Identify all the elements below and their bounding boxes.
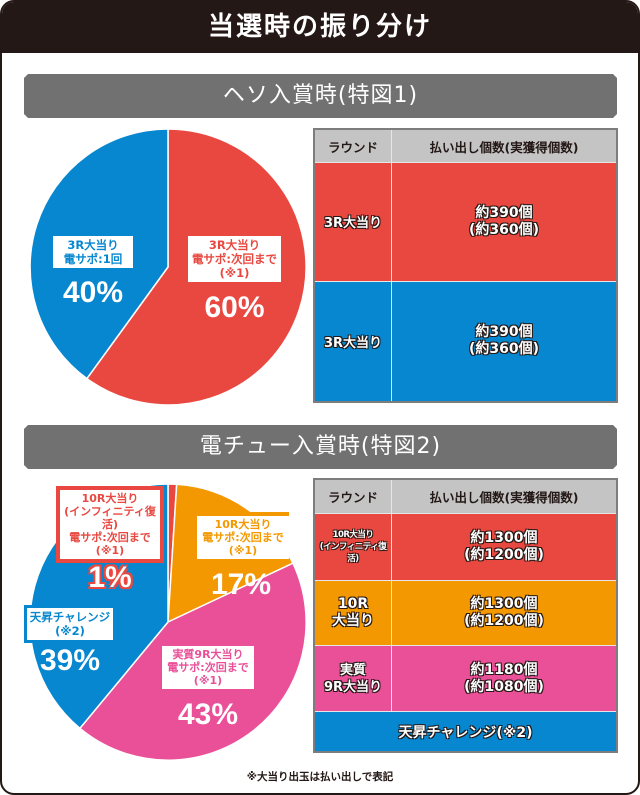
table-row: 実質 9R大当り 約1180個 (約1080個) <box>313 644 618 713</box>
section-heading-denchu: 電チュー入賞時(特図2) <box>24 425 617 469</box>
col-header-payout: 払い出し個数(実獲得個数) <box>391 478 618 515</box>
pie-label-orange-17: 10R大当り 電サポ:次回まで (※1) <box>193 512 289 563</box>
col-header-round: ラウンド <box>313 128 392 163</box>
tenshou-challenge-cell: 天昇チャレンジ(※2) <box>313 711 618 753</box>
col-header-round: ラウンド <box>313 478 392 515</box>
footnote: ※大当り出玉は払い出しで表記 <box>246 771 394 783</box>
table-row: 10R 大当り 約1300個 (約1200個) <box>313 579 618 646</box>
pie-pct-1: 1% <box>88 561 132 594</box>
pie-label-pink-43: 実質9R大当り 電サポ:次回まで (※1) <box>159 643 257 692</box>
pie-pct-40: 40% <box>62 276 124 309</box>
pie-label-blue-39: 天昇チャレンジ (※2) <box>24 605 116 643</box>
payout-cell: 約1180個 (約1080個) <box>391 644 618 713</box>
table-row: 3R大当り 約390個 (約360個) <box>313 162 618 282</box>
payout-cell: 約1300個 (約1200個) <box>391 579 618 646</box>
payout-cell: 約390個 (約360個) <box>391 162 618 282</box>
table-row: 10R大当り (インフィニティ復活) 約1300個 (約1200個) <box>313 513 618 581</box>
round-cell: 3R大当り <box>313 280 392 403</box>
pie-pct-17: 17% <box>210 568 272 601</box>
section-heading-heso: ヘソ入賞時(特図1) <box>24 74 617 118</box>
pie-pct-43: 43% <box>177 698 239 731</box>
col-header-payout: 払い出し個数(実獲得個数) <box>391 128 618 163</box>
pie-label-red-60: 3R大当り 電サポ:次回まで (※1) <box>188 236 281 282</box>
pie-pct-39: 39% <box>39 644 101 677</box>
payout-table-denchu: ラウンド 払い出し個数(実獲得個数) 10R大当り (インフィニティ復活) 約1… <box>313 478 618 753</box>
payout-cell: 約390個 (約360個) <box>391 280 618 403</box>
pie-label-blue-40: 3R大当り 電サポ:1回 <box>53 236 133 268</box>
table-row: 天昇チャレンジ(※2) <box>313 711 618 753</box>
payout-cell: 約1300個 (約1200個) <box>391 513 618 581</box>
page-title: 当選時の振り分け <box>2 2 638 53</box>
payout-table-heso: ラウンド 払い出し個数(実獲得個数) 3R大当り 約390個 (約360個) 3… <box>313 128 618 403</box>
pie-pct-60: 60% <box>204 291 265 324</box>
pie-label-red-1: 10R大当り (インフィニティ復活) 電サポ:次回まで (※1) <box>56 486 164 563</box>
table-row: 3R大当り 約390個 (約360個) <box>313 280 618 403</box>
round-cell: 3R大当り <box>313 162 392 282</box>
round-cell: 10R大当り (インフィニティ復活) <box>313 513 392 581</box>
round-cell: 実質 9R大当り <box>313 644 392 713</box>
round-cell: 10R 大当り <box>313 579 392 646</box>
